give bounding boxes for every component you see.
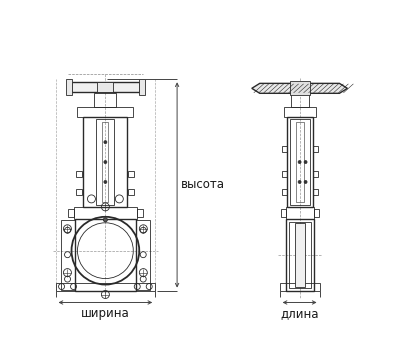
Bar bbox=[312, 171, 318, 177]
Circle shape bbox=[304, 161, 307, 164]
Bar bbox=[94, 93, 116, 107]
Bar bbox=[282, 189, 287, 195]
Bar bbox=[290, 119, 310, 205]
Bar bbox=[314, 209, 318, 217]
Circle shape bbox=[298, 181, 301, 183]
Bar bbox=[312, 189, 318, 195]
Circle shape bbox=[298, 161, 301, 164]
Bar bbox=[286, 219, 314, 291]
Circle shape bbox=[103, 218, 107, 222]
Bar bbox=[286, 207, 314, 219]
Text: длина: длина bbox=[280, 308, 319, 320]
Polygon shape bbox=[252, 83, 348, 93]
Bar bbox=[74, 207, 137, 219]
Bar bbox=[287, 117, 312, 207]
Circle shape bbox=[104, 181, 107, 183]
Bar bbox=[296, 122, 304, 202]
Circle shape bbox=[104, 161, 107, 164]
Bar bbox=[68, 82, 143, 92]
Text: высота: высота bbox=[181, 179, 225, 191]
Bar bbox=[312, 146, 318, 152]
Bar bbox=[76, 171, 82, 177]
Bar bbox=[139, 79, 145, 95]
Bar bbox=[295, 223, 304, 286]
Text: ширина: ширина bbox=[81, 308, 130, 320]
Bar bbox=[76, 189, 82, 195]
Bar bbox=[280, 283, 320, 291]
Bar bbox=[289, 222, 310, 288]
Bar bbox=[68, 209, 74, 217]
Circle shape bbox=[104, 140, 107, 144]
Bar bbox=[84, 117, 127, 207]
Bar bbox=[137, 209, 143, 217]
Bar bbox=[290, 81, 310, 95]
Bar bbox=[66, 79, 72, 95]
Bar bbox=[96, 119, 114, 205]
Bar bbox=[56, 283, 155, 291]
Bar bbox=[128, 189, 134, 195]
Bar bbox=[74, 219, 136, 291]
Bar bbox=[282, 171, 287, 177]
Bar bbox=[98, 82, 113, 92]
Bar bbox=[281, 209, 286, 217]
Bar bbox=[128, 171, 134, 177]
Bar bbox=[136, 220, 150, 290]
Bar bbox=[60, 220, 74, 290]
Bar bbox=[78, 107, 133, 117]
Bar bbox=[102, 122, 108, 202]
Bar bbox=[282, 146, 287, 152]
Circle shape bbox=[304, 181, 307, 183]
Bar bbox=[291, 93, 308, 107]
Bar bbox=[284, 107, 316, 117]
